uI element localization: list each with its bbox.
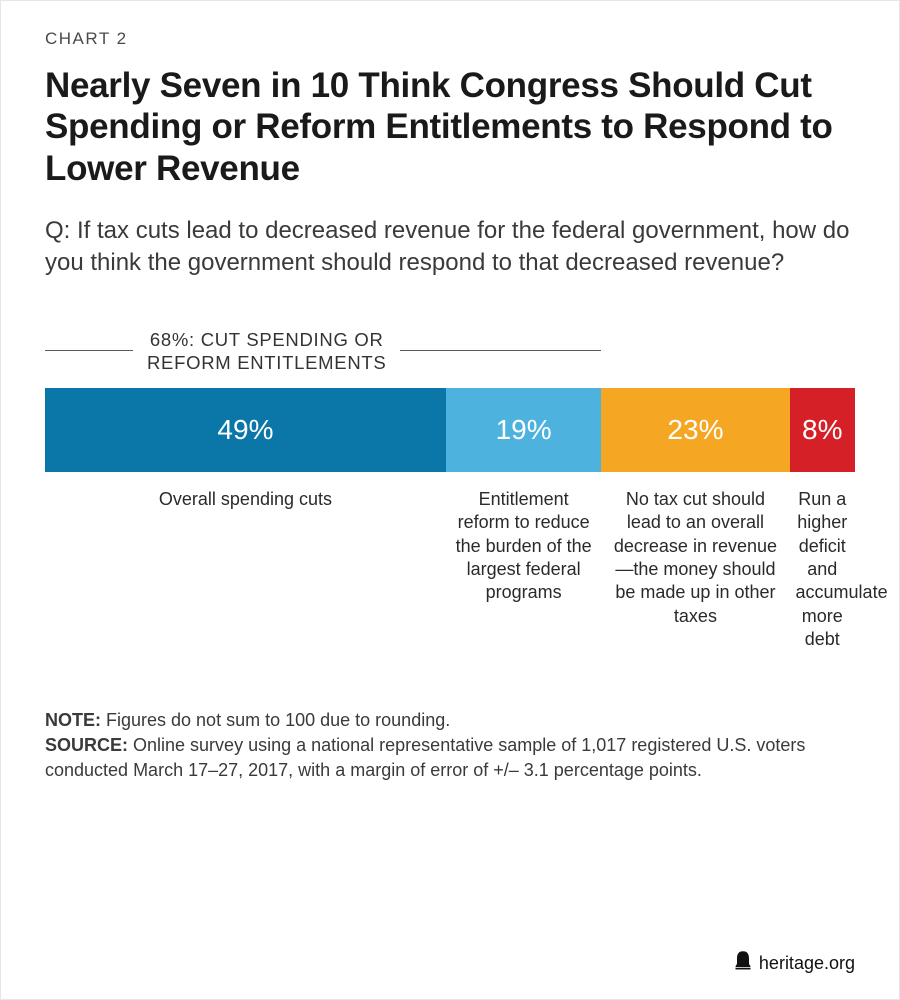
bar-segment: 8%: [790, 388, 855, 472]
rule-right: [400, 350, 601, 351]
grouping-header: 68%: CUT SPENDING OR REFORM ENTITLEMENTS: [45, 328, 601, 374]
chart-number: CHART 2: [45, 29, 855, 49]
rule-left: [45, 350, 133, 351]
chart-card: CHART 2 Nearly Seven in 10 Think Congres…: [0, 0, 900, 1000]
stacked-bar: 49%19%23%8%: [45, 388, 855, 472]
grouping-line2: REFORM ENTITLEMENTS: [147, 352, 386, 373]
grouping-header-wrap: 68%: CUT SPENDING OR REFORM ENTITLEMENTS: [45, 328, 855, 374]
bell-icon: [734, 950, 752, 977]
source-text: Online survey using a national represent…: [45, 735, 805, 780]
note-text: Figures do not sum to 100 due to roundin…: [101, 710, 450, 730]
brand-text: heritage.org: [759, 953, 855, 974]
note-label: NOTE:: [45, 710, 101, 730]
bar-segment: 19%: [446, 388, 601, 472]
source-line: SOURCE: Online survey using a national r…: [45, 733, 855, 783]
bar-segment: 23%: [601, 388, 789, 472]
grouping-label: 68%: CUT SPENDING OR REFORM ENTITLEMENTS: [133, 328, 400, 374]
grouping-pct: 68%:: [150, 329, 195, 350]
note-line: NOTE: Figures do not sum to 100 due to r…: [45, 708, 855, 733]
footer-notes: NOTE: Figures do not sum to 100 due to r…: [45, 708, 855, 784]
segment-labels-row: Overall spending cutsEntitlement reform …: [45, 488, 855, 652]
bar-segment: 49%: [45, 388, 446, 472]
grouping-line1: CUT SPENDING OR: [201, 329, 384, 350]
segment-label: No tax cut should lead to an overall dec…: [601, 488, 789, 652]
survey-question: Q: If tax cuts lead to decreased revenue…: [45, 215, 855, 280]
segment-label: Run a higher deficit and accumulate more…: [790, 488, 855, 652]
segment-label: Overall spending cuts: [45, 488, 446, 652]
segment-label: Entitlement reform to reduce the burden …: [446, 488, 601, 652]
chart-title: Nearly Seven in 10 Think Congress Should…: [45, 65, 855, 189]
source-label: SOURCE:: [45, 735, 128, 755]
brand: heritage.org: [734, 950, 855, 977]
